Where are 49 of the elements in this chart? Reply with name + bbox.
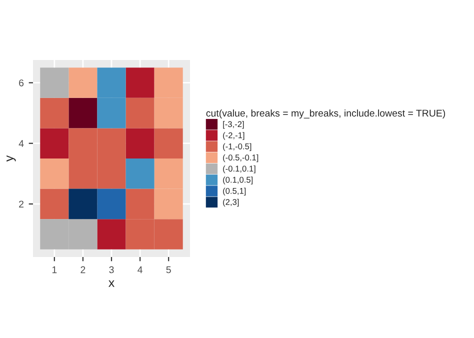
point	[40, 68, 69, 98]
point	[154, 188, 183, 220]
point	[154, 158, 183, 189]
x-tick-label: 3	[109, 266, 114, 274]
point	[126, 219, 154, 250]
legend-label: (-1,-0.5]	[223, 143, 252, 152]
point	[126, 128, 154, 158]
point	[154, 98, 183, 128]
point	[154, 68, 183, 98]
point	[97, 128, 126, 158]
legend-label: (0.1,0.5]	[223, 176, 253, 184]
point	[97, 68, 126, 98]
point	[40, 188, 69, 220]
point	[40, 128, 69, 158]
x-tick-label: 1	[52, 266, 57, 274]
x-axis-title: x	[108, 280, 114, 287]
point	[68, 219, 98, 250]
point	[68, 128, 98, 158]
point	[97, 158, 126, 189]
legend-label: (-2,-1]	[223, 132, 244, 140]
point	[68, 68, 98, 98]
x-tick-label: 5	[166, 266, 171, 274]
point	[126, 158, 154, 189]
point	[97, 98, 126, 128]
point	[68, 158, 98, 189]
point	[126, 98, 154, 128]
point	[154, 128, 183, 158]
legend-title: cut(value, breaks = my_breaks, include.lowest = TRUE)	[206, 109, 446, 119]
point	[40, 158, 69, 189]
y-tick-label: 2	[19, 200, 24, 208]
point	[154, 219, 183, 250]
y-tick-label: 6	[19, 79, 24, 86]
point	[97, 219, 126, 250]
point	[68, 188, 98, 220]
point	[40, 98, 69, 128]
x-tick-label: 2	[80, 266, 86, 274]
y-tick-label: 4	[18, 140, 24, 147]
point	[97, 188, 126, 220]
point	[68, 98, 98, 128]
x-tick-label: 4	[138, 266, 142, 274]
point	[126, 68, 154, 98]
legend-label: (0.5,1]	[223, 188, 246, 196]
point	[40, 219, 69, 250]
legend-label: (-0.1,0.1]	[223, 165, 256, 174]
y-axis-title: y	[6, 155, 16, 162]
point	[126, 188, 154, 220]
legend-label: (-0.5,-0.1]	[223, 154, 258, 162]
legend-label: [-3,-2]	[223, 120, 244, 129]
legend-label: (2,3]	[223, 198, 239, 207]
